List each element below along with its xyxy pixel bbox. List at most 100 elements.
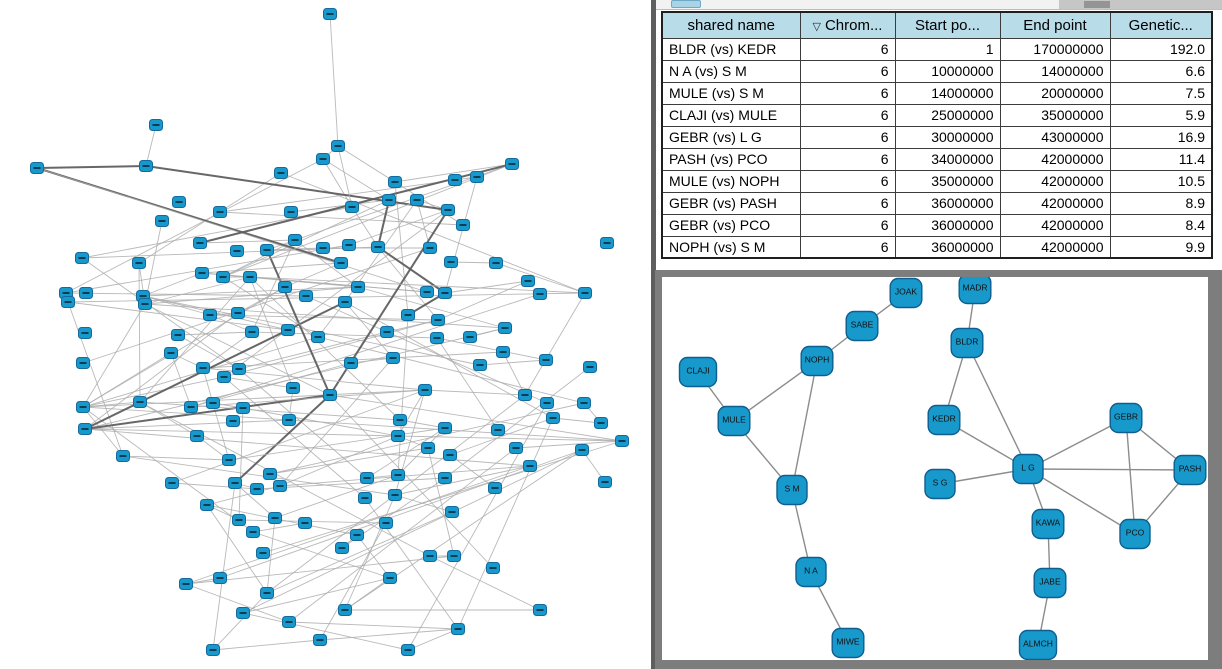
overview-node-label — [152, 124, 160, 126]
overview-node-label — [394, 435, 402, 437]
overview-node-label — [175, 201, 183, 203]
detail-node-label: MIWE — [836, 637, 859, 647]
overview-edge — [351, 206, 379, 248]
overview-node-label — [229, 420, 237, 422]
overview-node-label — [441, 477, 449, 479]
detail-node-PASH[interactable] — [1173, 454, 1207, 486]
column-header-start-po-[interactable]: Start po... — [894, 11, 1001, 39]
detail-node-SG[interactable] — [924, 468, 956, 500]
overview-node-label — [142, 165, 150, 167]
detail-node-SM[interactable] — [776, 474, 808, 506]
overview-edge — [288, 621, 459, 630]
overview-edge — [139, 401, 431, 557]
overview-node-label — [446, 454, 454, 456]
overview-node-label — [248, 331, 256, 333]
overview-node-label — [316, 639, 324, 641]
cell-value: 42000000 — [999, 213, 1111, 237]
column-header-shared-name[interactable]: shared name — [661, 11, 801, 39]
overview-node-label — [158, 220, 166, 222]
cell-shared-name: N A (vs) S M — [661, 59, 801, 83]
overview-edge — [274, 474, 399, 519]
cell-shared-name: GEBR (vs) PASH — [661, 191, 801, 215]
overview-edge — [377, 246, 439, 321]
table-tab[interactable] — [671, 0, 701, 8]
overview-edge — [427, 447, 455, 557]
overview-node-label — [348, 206, 356, 208]
overview-node-label — [285, 419, 293, 421]
column-header-label: Start po... — [914, 16, 981, 34]
table-row[interactable]: PASH (vs) PCO 6 34000000 42000000 11.4 — [661, 147, 1213, 171]
overview-node-label — [421, 389, 429, 391]
overview-edge — [144, 303, 331, 396]
overview-node-label — [382, 522, 390, 524]
overview-edge — [199, 239, 296, 244]
cell-value: 6 — [799, 169, 896, 193]
column-header-genetic-[interactable]: Genetic... — [1109, 11, 1213, 39]
overview-network-canvas[interactable] — [0, 0, 650, 669]
detail-node-KEDR[interactable] — [927, 404, 961, 436]
overview-node-label — [281, 286, 289, 288]
table-row[interactable]: NOPH (vs) S M 6 36000000 42000000 9.9 — [661, 235, 1213, 259]
detail-node-SABE[interactable] — [845, 310, 879, 342]
detail-edge-BLDR-LG — [966, 342, 1029, 470]
table-row[interactable]: CLAJI (vs) MULE 6 25000000 35000000 5.9 — [661, 103, 1213, 127]
detail-node-MIWE[interactable] — [831, 627, 865, 659]
table-row[interactable]: MULE (vs) NOPH 6 35000000 42000000 10.5 — [661, 169, 1213, 193]
column-header-chrom-[interactable]: ▽ Chrom... — [799, 11, 896, 39]
overview-node-label — [198, 272, 206, 274]
cell-shared-name: GEBR (vs) PCO — [661, 213, 801, 237]
detail-node-JOAK[interactable] — [889, 277, 923, 309]
overview-edge — [222, 163, 513, 278]
column-header-end-point[interactable]: End point — [999, 11, 1111, 39]
detail-node-LG[interactable] — [1012, 453, 1044, 485]
scrollbar-thumb[interactable] — [1084, 1, 1110, 8]
overview-node-label — [542, 359, 550, 361]
detail-node-label: GEBR — [1114, 412, 1138, 422]
table-row[interactable]: GEBR (vs) PASH 6 36000000 42000000 8.9 — [661, 191, 1213, 215]
table-row[interactable]: N A (vs) S M 6 10000000 14000000 6.6 — [661, 59, 1213, 83]
overview-edge — [524, 292, 586, 396]
table-horizontal-scrollbar[interactable] — [1059, 0, 1222, 9]
detail-node-BLDR[interactable] — [950, 327, 984, 359]
detail-node-NA[interactable] — [795, 556, 827, 588]
detail-node-label: SABE — [851, 320, 874, 330]
detail-node-KAWA[interactable] — [1031, 508, 1065, 540]
overview-node-label — [526, 465, 534, 467]
overview-edge — [377, 199, 390, 248]
overview-node-label — [206, 314, 214, 316]
detail-node-label: N A — [804, 566, 818, 576]
overview-edge — [82, 247, 431, 364]
table-toolbar-strip — [656, 0, 1222, 10]
detail-node-MADR[interactable] — [958, 277, 992, 305]
overview-node-label — [141, 303, 149, 305]
detail-node-PCO[interactable] — [1119, 518, 1151, 550]
table-row[interactable]: GEBR (vs) PCO 6 36000000 42000000 8.4 — [661, 213, 1213, 237]
overview-edge — [242, 612, 409, 651]
detail-node-GEBR[interactable] — [1109, 402, 1143, 434]
overview-node-label — [426, 247, 434, 249]
overview-node-label — [219, 276, 227, 278]
table-row[interactable]: MULE (vs) S M 6 14000000 20000000 7.5 — [661, 81, 1213, 105]
detail-network-canvas[interactable]: JOAK MADR SABE NOPH BLDR CLAJI MULE KEDR GEBR L G… — [662, 277, 1208, 660]
panel-divider[interactable] — [651, 0, 656, 669]
cell-value: 42000000 — [999, 235, 1111, 259]
table-row[interactable]: GEBR (vs) L G 6 30000000 43000000 16.9 — [661, 125, 1213, 149]
overview-edge — [294, 239, 359, 288]
overview-node-label — [501, 327, 509, 329]
overview-edge — [82, 406, 623, 442]
overview-edge — [242, 407, 399, 437]
overview-edge — [429, 555, 541, 611]
detail-node-NOPH[interactable] — [800, 345, 834, 377]
overview-node-label — [447, 261, 455, 263]
table-row[interactable]: BLDR (vs) KEDR 6 1 170000000 192.0 — [661, 37, 1213, 61]
detail-node-ALMCH[interactable] — [1018, 629, 1058, 660]
overview-edge — [202, 331, 253, 369]
detail-node-CLAJI[interactable] — [678, 356, 718, 388]
detail-node-JABE[interactable] — [1033, 567, 1067, 599]
overview-node-label — [33, 167, 41, 169]
detail-node-label: PCO — [1126, 528, 1145, 538]
detail-node-MULE[interactable] — [717, 405, 751, 437]
overview-node-label — [476, 364, 484, 366]
overview-node-label — [319, 247, 327, 249]
